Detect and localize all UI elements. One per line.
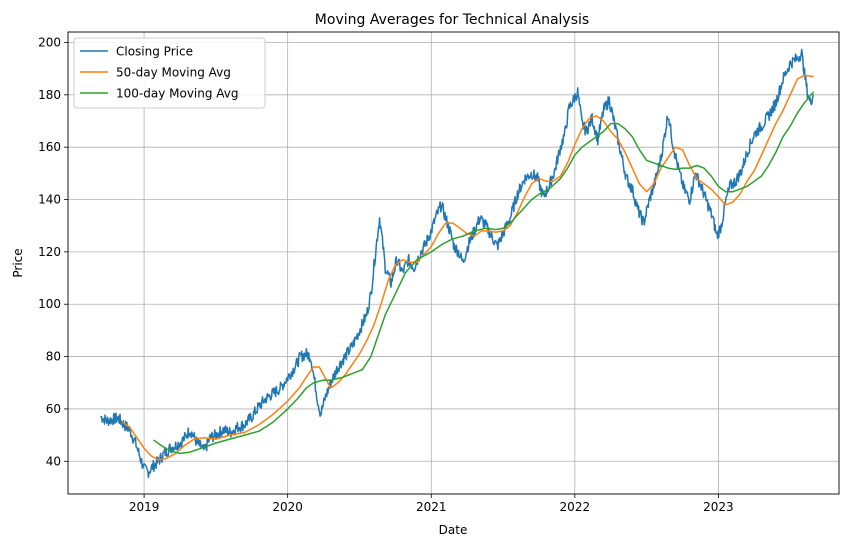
y-tick-label: 80 xyxy=(46,350,61,364)
x-tick-label: 2021 xyxy=(416,500,447,514)
y-tick-label: 100 xyxy=(38,297,61,311)
x-axis: 2019 2020 2021 2022 2023 xyxy=(129,494,734,514)
x-axis-label: Date xyxy=(439,523,468,537)
grid xyxy=(68,32,839,494)
y-tick-label: 200 xyxy=(38,35,61,49)
series-line-3 xyxy=(153,91,814,455)
plot-frame xyxy=(67,31,840,495)
chart-title: Moving Averages for Technical Analysis xyxy=(315,12,589,28)
legend-label: 100-day Moving Avg xyxy=(116,87,239,101)
y-tick-label: 120 xyxy=(38,245,61,259)
legend-label: Closing Price xyxy=(116,45,193,59)
x-tick-label: 2023 xyxy=(703,500,734,514)
x-tick-label: 2022 xyxy=(560,500,591,514)
legend-label: 50-day Moving Avg xyxy=(116,66,231,80)
y-tick-label: 140 xyxy=(38,193,61,207)
x-tick-label: 2020 xyxy=(272,500,303,514)
legend-box xyxy=(73,37,266,109)
series-line-2 xyxy=(121,74,814,461)
y-axis: 40 60 80 100 120 140 160 180 200 xyxy=(38,35,68,468)
y-tick-label: 160 xyxy=(38,140,61,154)
x-tick-label: 2019 xyxy=(129,500,160,514)
y-tick-label: 40 xyxy=(46,454,61,468)
y-tick-label: 60 xyxy=(46,402,61,416)
series-line-1 xyxy=(100,48,814,479)
y-tick-label: 180 xyxy=(38,88,61,102)
y-axis-label: Price xyxy=(11,248,25,277)
series-layer xyxy=(100,48,814,479)
legend: Closing Price 50-day Moving Avg 100-day Mo… xyxy=(73,37,266,109)
